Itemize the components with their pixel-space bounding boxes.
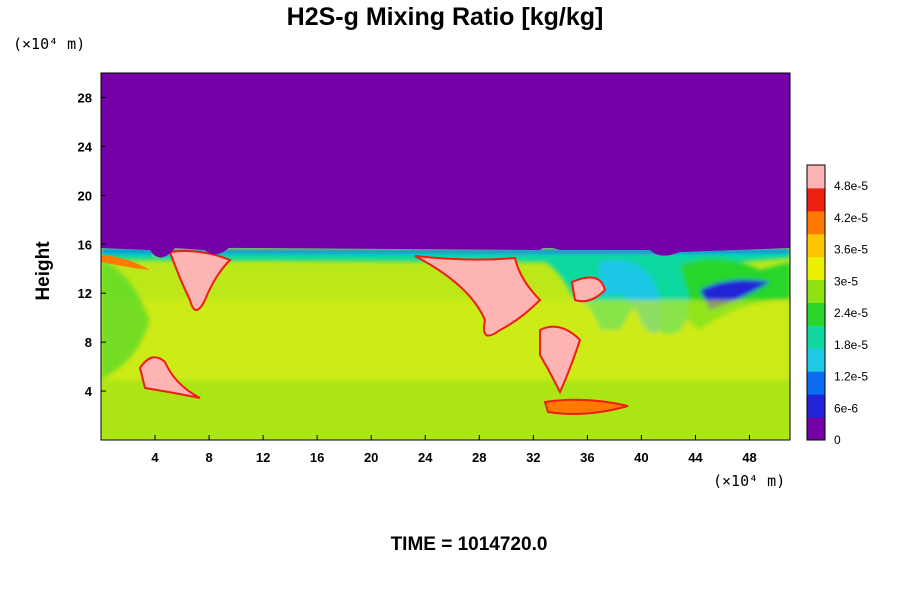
y-tick-label: 24 [78,139,93,154]
y-tick-label: 20 [78,188,92,203]
x-tick-label: 44 [688,450,703,465]
field-features [101,247,790,440]
colorbar-tick-label: 4.2e-5 [834,211,868,225]
chart-title: H2S-g Mixing Ratio [kg/kg] [287,3,604,31]
y-tick-label: 8 [85,335,92,350]
colorbar-frame [806,164,826,441]
colorbar-segment [807,348,825,372]
x-tick-label: 8 [205,450,212,465]
y-tick-label: 4 [85,384,93,399]
x-tick-label: 32 [526,450,540,465]
colorbar-tick-label: 0 [834,433,841,447]
x-unit-label: (×10⁴ m) [713,472,785,490]
plumes [101,250,629,415]
colorbar-segment [807,417,825,441]
colorbar: 0 6e-6 1.2e-5 1.8e-5 2.4e-5 3e-5 3.6e-5 4.2e-5 4… [806,164,868,447]
y-axis-label: Height [33,241,54,301]
colorbar-tick-label: 1.8e-5 [834,338,868,352]
x-tick-label: 4 [151,450,159,465]
colorbar-segment [807,165,825,189]
colorbar-tick-label: 3e-5 [834,274,858,288]
x-tick-label: 16 [310,450,324,465]
plume-center [414,255,542,337]
plume-low-right [543,398,629,415]
colorbar-segment [807,187,825,212]
time-label: TIME = 1014720.0 [391,534,548,555]
colorbar-tick-label: 4.8e-5 [834,179,868,193]
colorbar-segment [807,210,825,235]
colorbar-tick-label: 6e-6 [834,401,858,415]
colorbar-tick-label: 1.2e-5 [834,370,868,384]
colorbar-segment [807,325,825,349]
x-tick-label: 36 [580,450,594,465]
plume-left [168,250,232,311]
x-tick-label: 28 [472,450,486,465]
colorbar-segment [807,279,825,303]
x-axis-ticks: 4 8 12 16 20 24 28 32 36 40 44 48 [151,435,757,465]
plot-frame [100,72,791,441]
y-tick-label: 16 [78,237,92,252]
colorbar-segment [807,256,825,281]
y-axis-ticks: 4 8 12 16 20 24 28 [78,90,106,399]
plume-low-left [138,356,201,399]
y-unit-label: (×10⁴ m) [13,35,85,53]
x-tick-label: 40 [634,450,648,465]
x-tick-label: 20 [364,450,378,465]
y-tick-label: 12 [78,286,92,301]
x-tick-label: 12 [256,450,270,465]
colorbar-segment [807,394,825,418]
colorbar-tick-label: 2.4e-5 [834,306,868,320]
plot-area [101,73,790,440]
colorbar-segment [807,233,825,258]
plume-top-right [570,276,607,303]
colorbar-segment [807,371,825,395]
x-tick-label: 24 [418,450,433,465]
plume-right [539,325,582,395]
y-tick-label: 28 [78,90,92,105]
colorbar-segment [807,302,825,326]
upper-region [101,73,790,258]
colorbar-tick-label: 3.6e-5 [834,243,868,257]
x-tick-label: 48 [742,450,756,465]
